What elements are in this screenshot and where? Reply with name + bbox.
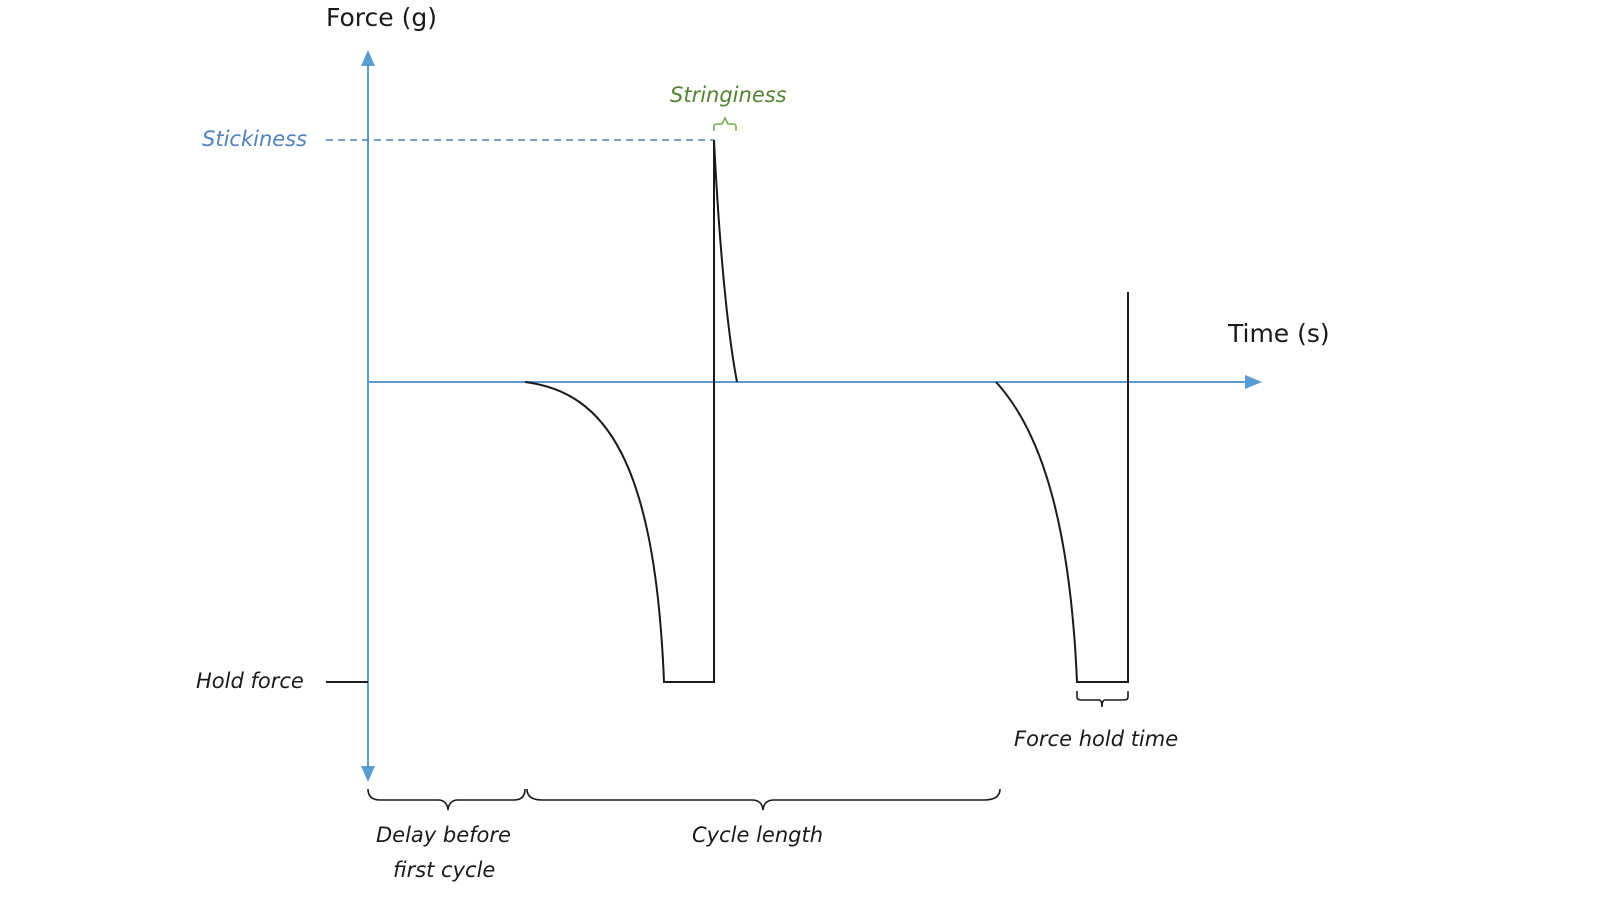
delay-brace bbox=[367, 788, 526, 811]
y-axis-title: Force (g) bbox=[326, 3, 437, 32]
x-axis-arrow bbox=[1245, 375, 1262, 389]
axes bbox=[361, 50, 1262, 782]
y-axis-arrow-up bbox=[361, 50, 375, 66]
first-cycle-curve bbox=[524, 139, 738, 683]
hold-force-label: Hold force bbox=[196, 669, 304, 693]
delay-label-line1: Delay before bbox=[376, 823, 511, 847]
second-cycle-curve bbox=[995, 292, 1129, 683]
force-hold-time-brace bbox=[1076, 691, 1129, 708]
stringiness-label: Stringiness bbox=[670, 83, 787, 107]
force-hold-time-label: Force hold time bbox=[1014, 727, 1178, 751]
cycle-length-brace bbox=[526, 788, 1001, 811]
cycle-length-label: Cycle length bbox=[692, 823, 823, 847]
x-axis-title: Time (s) bbox=[1227, 319, 1330, 348]
stringiness-brace bbox=[713, 116, 737, 131]
y-axis-arrow-down bbox=[361, 766, 375, 782]
stickiness-label: Stickiness bbox=[202, 127, 307, 151]
delay-label-line2: first cycle bbox=[393, 858, 495, 882]
